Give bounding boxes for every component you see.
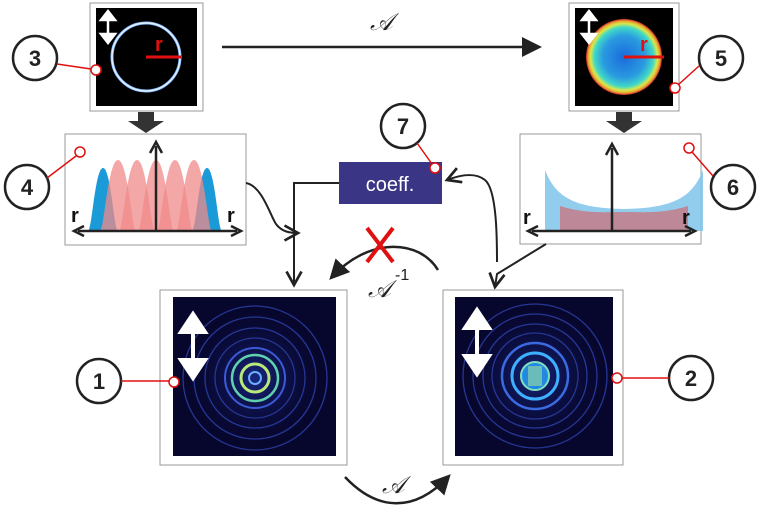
panel-6-profile-plot: r r (519, 133, 703, 245)
svg-text:1: 1 (93, 369, 105, 394)
operator-top: 𝒜 (370, 8, 400, 36)
badge-4: 4 (3, 146, 86, 211)
cross-icon (365, 226, 395, 264)
panel-2-diffraction-image (442, 289, 624, 466)
axis-label-left: r (523, 207, 531, 229)
coeff-box (339, 162, 442, 204)
svg-text:5: 5 (715, 46, 727, 71)
panel6-to-panel2-arrow (488, 243, 547, 290)
polarization-arrow-icon (98, 8, 118, 46)
panel-3-ring-image: r (89, 2, 204, 112)
operator-inverse: 𝒜 (368, 275, 398, 303)
panel-1-diffraction-image (159, 289, 348, 466)
badge-2: 2 (611, 354, 715, 402)
down-arrow-icon (128, 112, 164, 133)
svg-text:4: 4 (21, 175, 34, 200)
panel4-to-path-arrow (245, 182, 301, 242)
operator-bottom: 𝒜 (382, 471, 412, 499)
svg-text:6: 6 (727, 175, 739, 200)
badge-7: 7 (379, 102, 441, 174)
svg-text:3: 3 (29, 46, 41, 71)
badge-6: 6 (683, 142, 757, 211)
down-arrow-icon (606, 112, 642, 133)
polarization-arrow-icon (579, 8, 599, 46)
coeff-label: coeff. (366, 174, 415, 196)
axis-label-right: r (227, 205, 235, 227)
panel-5-disc-image: r (568, 2, 680, 112)
badge-1: 1 (75, 357, 180, 405)
radius-label: r (155, 34, 163, 56)
axis-label-left: r (71, 205, 79, 227)
axis-label-right: r (682, 207, 690, 229)
svg-text:2: 2 (685, 366, 697, 391)
inverse-transform-arrow (329, 245, 440, 280)
panel-4-profile-plot: r r (64, 133, 247, 246)
path-to-coeff-arrow (444, 167, 498, 263)
coeff-to-panel1-arrow (285, 182, 339, 288)
forward-transform-bottom-arrow (344, 474, 451, 505)
operator-inverse-exponent: -1 (395, 267, 409, 284)
svg-text:7: 7 (397, 114, 409, 139)
badge-5: 5 (669, 34, 745, 94)
polarization-arrow-icon (461, 306, 493, 378)
badge-3: 3 (11, 34, 102, 82)
radius-label: r (640, 34, 648, 56)
polarization-arrow-icon (177, 310, 209, 382)
